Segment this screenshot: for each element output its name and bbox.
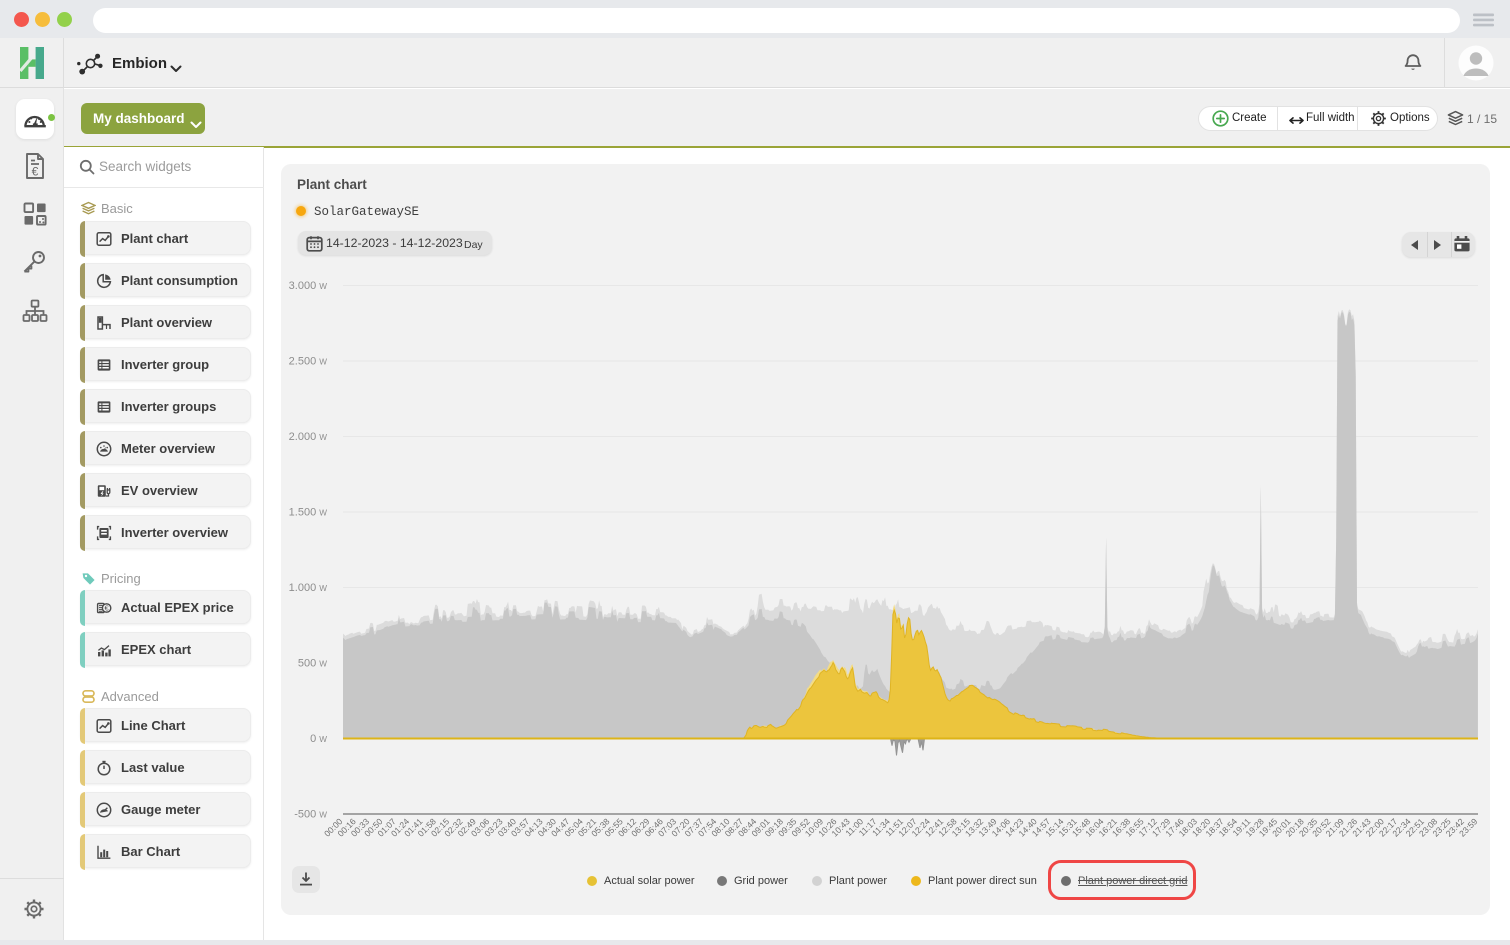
svg-text:3.000 W: 3.000 W	[289, 280, 328, 292]
svg-text:€: €	[32, 165, 39, 179]
svg-text:0 W: 0 W	[310, 733, 327, 745]
svg-text:1.500 W: 1.500 W	[289, 507, 328, 519]
svg-text:2.000 W: 2.000 W	[289, 431, 328, 443]
svg-text:2.500 W: 2.500 W	[289, 356, 328, 368]
svg-text:€: €	[105, 604, 110, 613]
svg-text:1.000 W: 1.000 W	[289, 582, 328, 594]
svg-text:500 W: 500 W	[298, 658, 327, 670]
svg-text:-500 W: -500 W	[294, 809, 327, 821]
